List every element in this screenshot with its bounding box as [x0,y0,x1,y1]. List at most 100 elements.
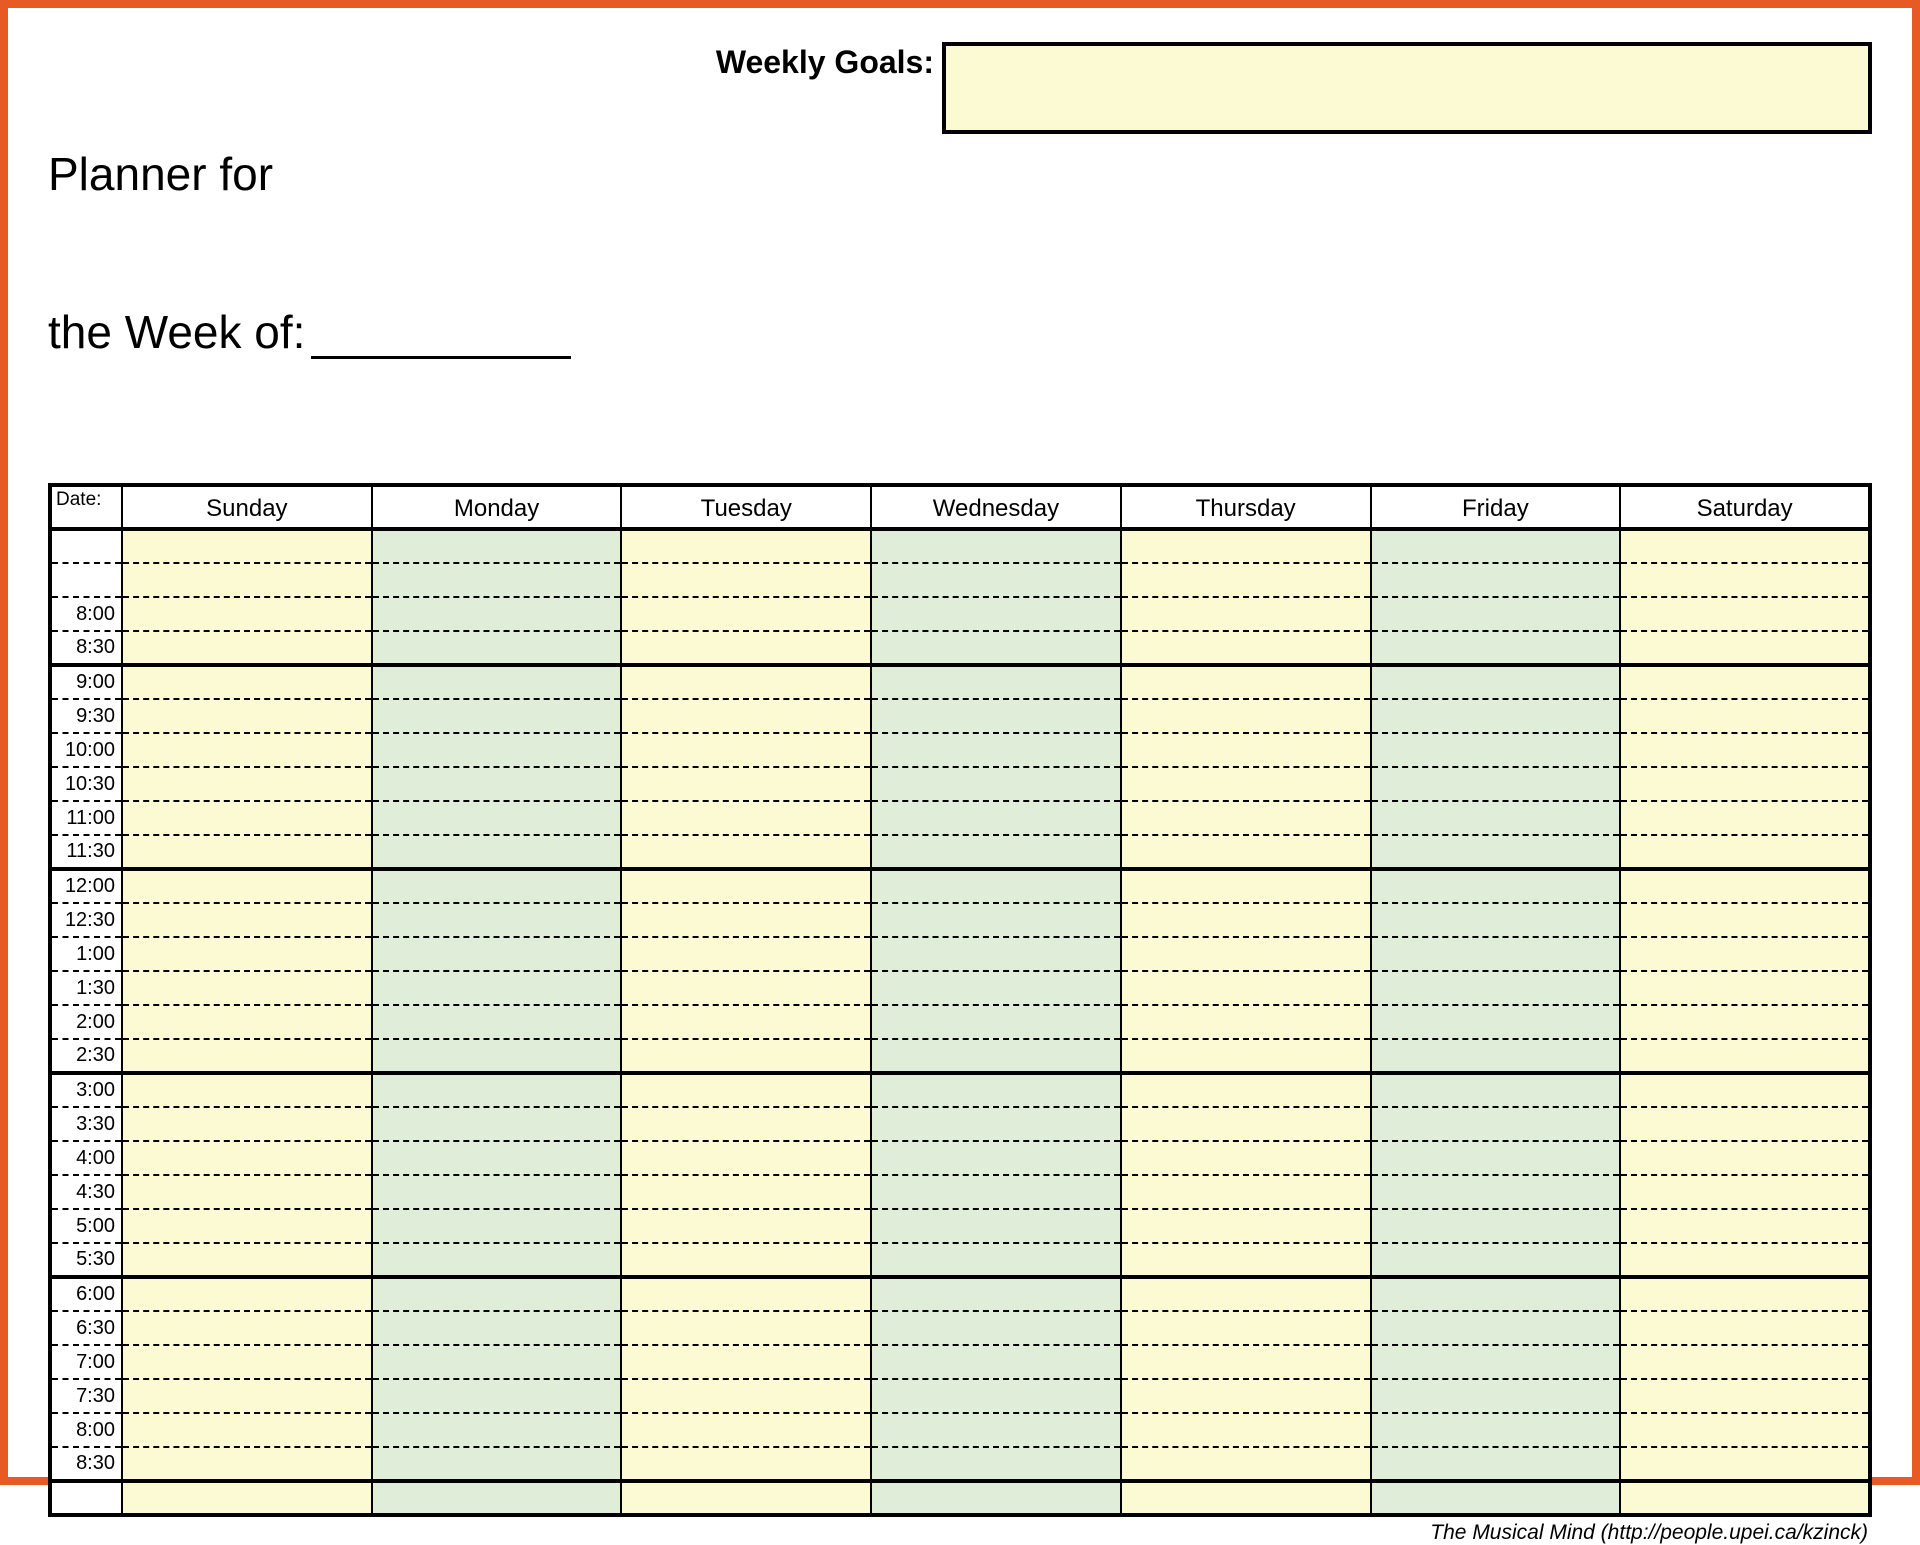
planner-cell[interactable] [372,1379,622,1413]
planner-cell[interactable] [1121,1141,1371,1175]
planner-cell[interactable] [621,1073,871,1107]
planner-cell[interactable] [1121,665,1371,699]
planner-cell[interactable] [372,1141,622,1175]
planner-cell[interactable] [122,1141,372,1175]
planner-cell[interactable] [1620,1277,1870,1311]
planner-cell[interactable] [1121,937,1371,971]
planner-cell[interactable] [1371,801,1621,835]
planner-cell[interactable] [122,631,372,665]
planner-cell[interactable] [1620,631,1870,665]
planner-cell[interactable] [122,1175,372,1209]
planner-cell[interactable] [621,1481,871,1515]
planner-cell[interactable] [871,971,1121,1005]
planner-cell[interactable] [621,1379,871,1413]
planner-cell[interactable] [1121,1175,1371,1209]
planner-cell[interactable] [1121,1107,1371,1141]
planner-cell[interactable] [871,699,1121,733]
planner-cell[interactable] [122,1005,372,1039]
planner-cell[interactable] [871,835,1121,869]
planner-cell[interactable] [122,1481,372,1515]
planner-cell[interactable] [871,733,1121,767]
planner-cell[interactable] [1620,1073,1870,1107]
planner-cell[interactable] [122,1243,372,1277]
planner-cell[interactable] [122,1277,372,1311]
planner-cell[interactable] [871,1379,1121,1413]
planner-cell[interactable] [1371,971,1621,1005]
planner-cell[interactable] [1620,699,1870,733]
planner-cell[interactable] [1121,1005,1371,1039]
planner-cell[interactable] [871,529,1121,563]
planner-cell[interactable] [372,699,622,733]
planner-cell[interactable] [871,1243,1121,1277]
planner-cell[interactable] [372,665,622,699]
planner-cell[interactable] [1371,563,1621,597]
planner-cell[interactable] [621,971,871,1005]
planner-cell[interactable] [621,1277,871,1311]
planner-cell[interactable] [1620,1107,1870,1141]
planner-cell[interactable] [1371,699,1621,733]
planner-cell[interactable] [621,1413,871,1447]
planner-cell[interactable] [122,563,372,597]
planner-cell[interactable] [372,1413,622,1447]
planner-cell[interactable] [122,869,372,903]
planner-cell[interactable] [1620,1209,1870,1243]
planner-cell[interactable] [621,801,871,835]
planner-cell[interactable] [621,869,871,903]
planner-cell[interactable] [372,631,622,665]
planner-cell[interactable] [1620,1005,1870,1039]
planner-cell[interactable] [372,903,622,937]
planner-cell[interactable] [372,1277,622,1311]
planner-cell[interactable] [621,733,871,767]
planner-cell[interactable] [1620,733,1870,767]
planner-cell[interactable] [621,1311,871,1345]
planner-cell[interactable] [621,767,871,801]
planner-cell[interactable] [1371,1175,1621,1209]
planner-cell[interactable] [122,597,372,631]
planner-cell[interactable] [621,1005,871,1039]
planner-cell[interactable] [1620,937,1870,971]
planner-cell[interactable] [372,597,622,631]
planner-cell[interactable] [1121,563,1371,597]
planner-cell[interactable] [621,699,871,733]
planner-cell[interactable] [871,767,1121,801]
planner-cell[interactable] [122,529,372,563]
planner-cell[interactable] [1371,1243,1621,1277]
planner-cell[interactable] [871,1447,1121,1481]
planner-cell[interactable] [1121,597,1371,631]
planner-cell[interactable] [871,1107,1121,1141]
planner-cell[interactable] [372,971,622,1005]
planner-cell[interactable] [1620,869,1870,903]
planner-cell[interactable] [1121,699,1371,733]
planner-cell[interactable] [122,801,372,835]
planner-cell[interactable] [1121,1311,1371,1345]
planner-cell[interactable] [1371,1413,1621,1447]
planner-cell[interactable] [621,665,871,699]
planner-cell[interactable] [1121,1277,1371,1311]
planner-cell[interactable] [871,903,1121,937]
planner-cell[interactable] [871,665,1121,699]
planner-cell[interactable] [122,1311,372,1345]
planner-cell[interactable] [1371,1447,1621,1481]
week-of-input[interactable] [311,311,571,359]
planner-cell[interactable] [871,597,1121,631]
planner-cell[interactable] [621,597,871,631]
planner-cell[interactable] [372,563,622,597]
planner-cell[interactable] [1371,1345,1621,1379]
planner-cell[interactable] [871,1175,1121,1209]
planner-cell[interactable] [1121,1039,1371,1073]
planner-cell[interactable] [1371,1481,1621,1515]
planner-cell[interactable] [1620,835,1870,869]
planner-cell[interactable] [372,1345,622,1379]
planner-cell[interactable] [621,1107,871,1141]
planner-cell[interactable] [871,1141,1121,1175]
planner-cell[interactable] [621,529,871,563]
planner-cell[interactable] [122,971,372,1005]
planner-cell[interactable] [122,1073,372,1107]
planner-cell[interactable] [122,699,372,733]
planner-cell[interactable] [372,1107,622,1141]
planner-cell[interactable] [1371,1005,1621,1039]
planner-cell[interactable] [1121,631,1371,665]
planner-cell[interactable] [1371,1141,1621,1175]
planner-cell[interactable] [372,937,622,971]
planner-cell[interactable] [1620,1481,1870,1515]
